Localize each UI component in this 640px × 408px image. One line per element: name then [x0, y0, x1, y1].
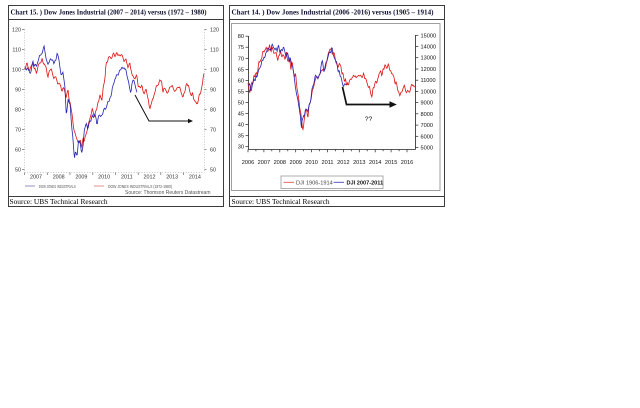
svg-text:2016: 2016	[401, 160, 413, 166]
svg-text:2013: 2013	[353, 160, 365, 166]
svg-text:??: ??	[365, 116, 373, 123]
svg-text:2015: 2015	[385, 160, 397, 166]
svg-text:70: 70	[238, 56, 244, 62]
svg-text:5000: 5000	[421, 146, 433, 152]
svg-text:Chart 15. ) Dow Jones Industri: Chart 15. ) Dow Jones Industrial (2007 –…	[11, 8, 207, 17]
svg-text:110: 110	[210, 48, 219, 54]
svg-text:45: 45	[238, 112, 244, 118]
svg-text:100: 100	[210, 68, 219, 74]
svg-text:15000: 15000	[421, 33, 437, 39]
svg-text:2012: 2012	[144, 175, 156, 181]
svg-text:2006: 2006	[242, 160, 254, 166]
svg-text:60: 60	[238, 78, 244, 84]
svg-text:90: 90	[210, 88, 216, 94]
svg-text:12000: 12000	[421, 67, 437, 73]
svg-text:13000: 13000	[421, 56, 437, 62]
svg-text:65: 65	[238, 67, 244, 73]
svg-text:60: 60	[210, 148, 216, 154]
svg-text:11000: 11000	[421, 78, 436, 84]
svg-text:100: 100	[12, 68, 21, 74]
svg-text:70: 70	[210, 128, 216, 134]
svg-text:Source: UBS Technical Research: Source: UBS Technical Research	[10, 197, 108, 206]
svg-text:55: 55	[238, 90, 244, 96]
svg-text:2011: 2011	[121, 175, 133, 181]
svg-text:60: 60	[15, 148, 21, 154]
svg-text:120: 120	[12, 28, 21, 34]
svg-text:120: 120	[210, 28, 219, 34]
svg-text:40: 40	[238, 123, 244, 129]
svg-text:50: 50	[210, 168, 216, 174]
svg-text:9000: 9000	[421, 101, 433, 107]
svg-text:DOW JONES INDUSTRIALS: DOW JONES INDUSTRIALS	[39, 184, 76, 189]
svg-text:110: 110	[12, 48, 21, 54]
svg-text:2014: 2014	[369, 160, 381, 166]
svg-text:50: 50	[15, 168, 21, 174]
svg-text:80: 80	[210, 108, 216, 114]
svg-text:2009: 2009	[289, 160, 301, 166]
svg-text:2009: 2009	[75, 175, 87, 181]
svg-text:DJI 2007-2011: DJI 2007-2011	[347, 180, 384, 186]
svg-text:DJI 1906-1914: DJI 1906-1914	[296, 180, 333, 186]
svg-text:2010: 2010	[98, 175, 110, 181]
svg-text:Chart 14. ) Dow Jones Industri: Chart 14. ) Dow Jones Industrial (2006 -…	[232, 8, 434, 17]
svg-text:80: 80	[238, 34, 244, 40]
svg-text:DOW JONES INDUSTRIALS (1972-19: DOW JONES INDUSTRIALS (1972-1980)	[108, 184, 172, 189]
svg-text:Source: UBS Technical Research: Source: UBS Technical Research	[232, 197, 330, 206]
svg-text:2012: 2012	[337, 160, 349, 166]
svg-text:2007: 2007	[30, 175, 42, 181]
svg-text:Source: Thomson Reuters Datast: Source: Thomson Reuters Datastream	[125, 190, 211, 196]
svg-text:2011: 2011	[321, 160, 333, 166]
svg-text:75: 75	[238, 45, 244, 51]
svg-text:2010: 2010	[305, 160, 317, 166]
svg-text:90: 90	[15, 88, 21, 94]
svg-text:2008: 2008	[53, 175, 65, 181]
svg-text:35: 35	[238, 134, 244, 140]
svg-text:70: 70	[15, 128, 21, 134]
svg-text:6000: 6000	[421, 134, 433, 140]
svg-text:30: 30	[238, 145, 244, 151]
svg-text:2007: 2007	[258, 160, 270, 166]
svg-text:50: 50	[238, 101, 244, 107]
svg-text:80: 80	[15, 108, 21, 114]
svg-text:10000: 10000	[421, 89, 437, 95]
svg-text:7000: 7000	[421, 123, 433, 129]
svg-text:2008: 2008	[274, 160, 286, 166]
svg-text:14000: 14000	[421, 45, 437, 51]
svg-text:2013: 2013	[166, 175, 178, 181]
svg-text:2014: 2014	[189, 175, 201, 181]
svg-text:8000: 8000	[421, 112, 433, 118]
